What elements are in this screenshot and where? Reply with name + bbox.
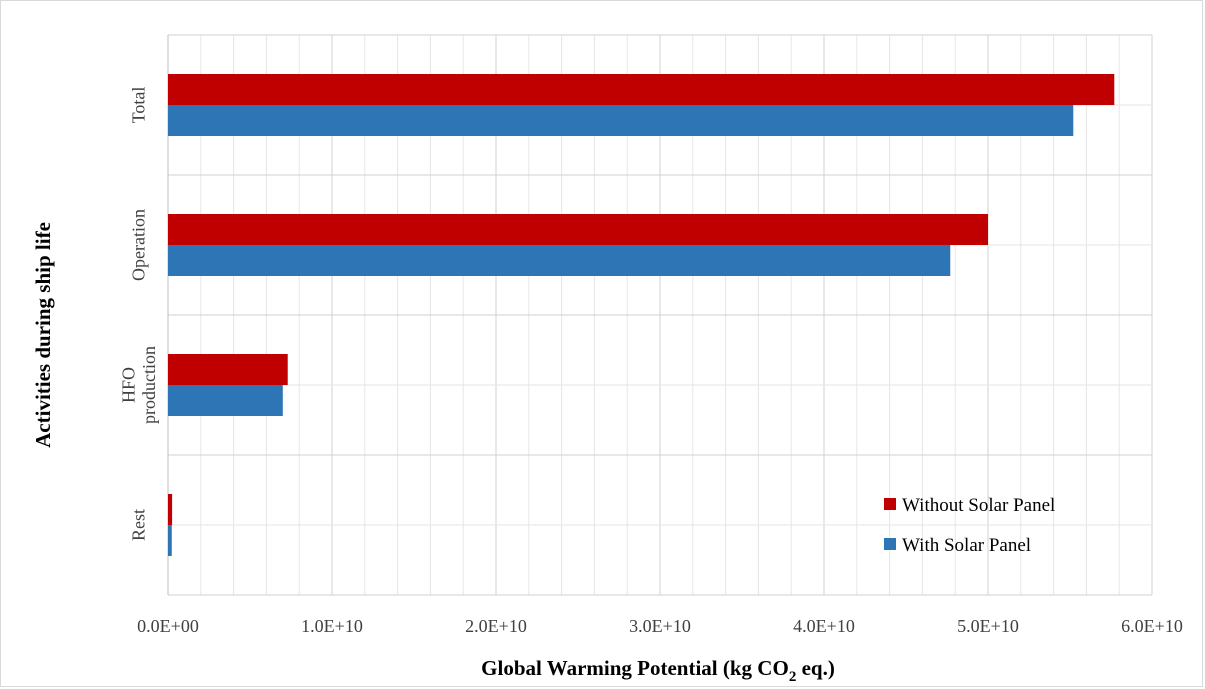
x-tick-label: 6.0E+10 (1121, 616, 1183, 636)
bar-rest-with-solar (168, 525, 172, 556)
category-label-operation: Operation (128, 209, 148, 281)
x-tick-labels: 0.0E+00 1.0E+10 2.0E+10 3.0E+10 4.0E+10 5.0E+… (137, 616, 1183, 636)
legend: Without Solar Panel With Solar Panel (884, 495, 1055, 556)
category-label-rest: Rest (128, 509, 148, 541)
category-label-total: Total (128, 87, 148, 124)
x-axis-title-tail: eq.) (796, 656, 835, 680)
x-tick-label: 0.0E+00 (137, 616, 199, 636)
bar-operation-with-solar (168, 245, 951, 276)
bars (168, 74, 1115, 556)
bar-hfo-production-without-solar (168, 354, 288, 385)
bar-rest-without-solar (168, 494, 173, 525)
legend-swatch-without-solar (884, 498, 896, 510)
legend-label-without-solar: Without Solar Panel (902, 495, 1055, 516)
x-tick-label: 1.0E+10 (301, 616, 363, 636)
legend-swatch-with-solar (884, 538, 896, 550)
x-tick-label: 3.0E+10 (629, 616, 691, 636)
legend-label-with-solar: With Solar Panel (902, 535, 1031, 556)
x-tick-label: 5.0E+10 (957, 616, 1019, 636)
bar-hfo-production-with-solar (168, 385, 283, 416)
category-labels: Total Operation HFOproduction Rest (118, 87, 159, 541)
bar-total-with-solar (168, 105, 1074, 136)
x-axis-title: Global Warming Potential (kg CO2 eq.) (481, 656, 835, 685)
y-axis-title: Activities during ship life (31, 222, 55, 448)
x-axis-title-main: Global Warming Potential (kg CO (481, 656, 789, 680)
x-tick-label: 4.0E+10 (793, 616, 855, 636)
x-axis-title-subscript: 2 (789, 669, 797, 685)
bar-operation-without-solar (168, 214, 988, 245)
x-tick-label: 2.0E+10 (465, 616, 527, 636)
bar-total-without-solar (168, 74, 1115, 105)
category-label-hfo-production: HFOproduction (118, 346, 159, 424)
